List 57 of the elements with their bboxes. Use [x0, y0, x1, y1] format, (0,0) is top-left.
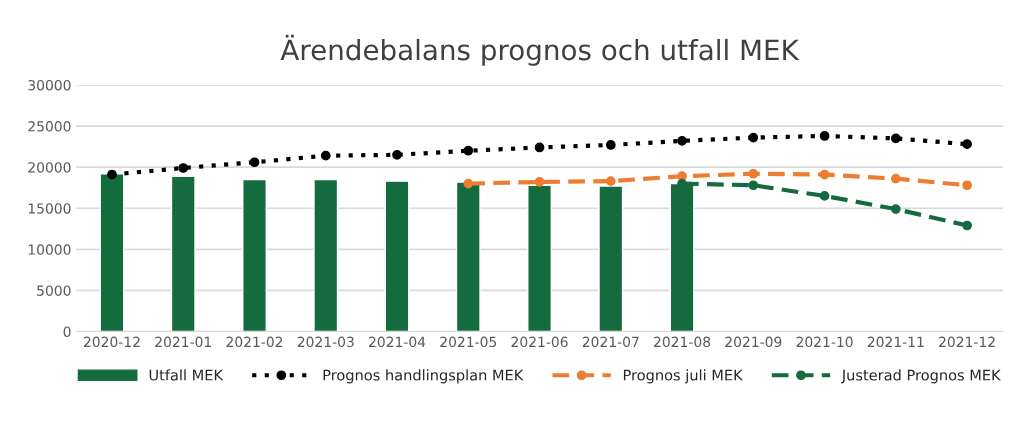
y-tick-label: 20000: [28, 162, 71, 173]
point: [320, 150, 331, 161]
point: [534, 177, 545, 187]
point: [392, 149, 402, 160]
point: [890, 204, 901, 214]
x-tick-label: 2021-11: [867, 336, 924, 348]
point: [890, 173, 901, 184]
y-tick-label: 30000: [28, 79, 71, 91]
legend-label: Justerad Prognos MEK: [841, 369, 1001, 384]
point: [890, 133, 901, 144]
legend-label: Prognos handlingsplan MEK: [323, 369, 524, 384]
x-tick-label: 2021-09: [725, 336, 782, 348]
point: [677, 136, 687, 146]
y-tick-label: 25000: [28, 121, 71, 132]
bar: [598, 185, 624, 332]
point: [249, 157, 260, 168]
point: [178, 163, 189, 173]
chart-title: Ärendebalans prognos och utfall MEK: [280, 34, 800, 66]
x-tick-label: 2021-05: [440, 336, 497, 348]
point: [748, 180, 759, 191]
bar: [527, 184, 552, 332]
x-tick-label: 2021-04: [369, 336, 426, 348]
legend-label: Utfall MEK: [149, 369, 224, 381]
x-tick-label: 2020-12: [83, 336, 140, 348]
bar: [455, 181, 481, 332]
point: [534, 142, 545, 153]
point: [605, 140, 616, 150]
point: [962, 220, 972, 231]
bar: [170, 175, 196, 332]
point: [748, 168, 759, 179]
point: [962, 139, 972, 150]
x-tick-label: 2021-10: [796, 336, 853, 348]
point: [463, 178, 474, 189]
y-tick-label: 0: [63, 326, 71, 337]
point: [962, 180, 972, 191]
point: [605, 176, 616, 186]
bar: [242, 178, 267, 332]
x-tick-label: 2021-01: [155, 336, 211, 348]
y-tick-label: 5000: [37, 285, 71, 296]
x-tick-label: 2021-12: [939, 336, 995, 348]
point: [748, 132, 759, 143]
x-tick-label: 2021-02: [226, 336, 283, 348]
x-tick-label: 2021-03: [297, 336, 354, 348]
y-tick-label: 15000: [28, 203, 71, 214]
y-tick-label: 10000: [28, 244, 71, 255]
x-tick-label: 2021-06: [511, 336, 568, 348]
bar: [384, 180, 410, 332]
point: [819, 131, 830, 141]
point: [463, 145, 474, 156]
bar: [313, 178, 339, 332]
point: [107, 169, 117, 180]
point: [819, 191, 830, 201]
x-tick-label: 2021-07: [582, 336, 639, 348]
bar: [99, 173, 125, 332]
legend-label: Prognos juli MEK: [623, 369, 743, 384]
x-tick-label: 2021-08: [654, 336, 711, 348]
point: [819, 169, 830, 180]
